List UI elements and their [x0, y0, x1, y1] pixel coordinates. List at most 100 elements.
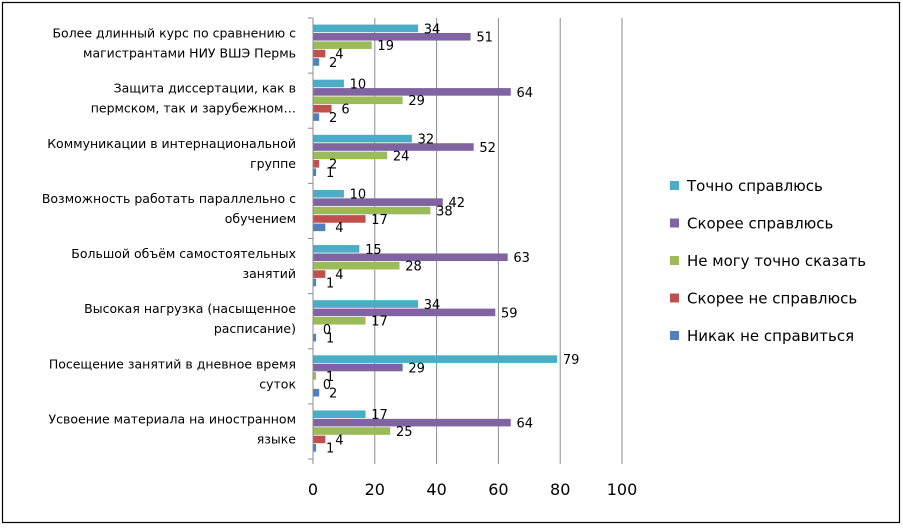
- category-label: Большой объём самостоятельных: [71, 246, 296, 261]
- x-tick-label: 60: [488, 480, 508, 499]
- legend-label: Никак не справиться: [687, 327, 854, 345]
- legend-label: Скорее справлюсь: [687, 215, 833, 233]
- bar: [313, 41, 372, 49]
- bars: [313, 24, 558, 452]
- category-label: Усвоение материала на иностранном: [49, 411, 296, 426]
- bar: [313, 189, 344, 198]
- bar: [313, 223, 326, 232]
- category-label: суток: [259, 376, 296, 391]
- category-label: Высокая нагрузка (насыщенное: [84, 301, 296, 316]
- data-label: 4: [335, 221, 343, 236]
- data-label: 29: [408, 361, 425, 376]
- category-label: Защита диссертации, как в: [114, 81, 296, 96]
- category-label: группе: [250, 156, 296, 171]
- bar: [313, 96, 403, 105]
- data-label: 34: [424, 298, 441, 313]
- bar: [313, 261, 400, 270]
- bar: [313, 253, 508, 262]
- bar: [313, 418, 511, 427]
- bar: [313, 168, 317, 177]
- legend-swatch: [670, 331, 679, 340]
- bar: [313, 143, 474, 151]
- bar: [313, 444, 317, 452]
- bar: [313, 24, 419, 33]
- x-tick-label: 80: [550, 480, 570, 499]
- data-label: 32: [418, 133, 435, 148]
- bar: [313, 198, 443, 206]
- x-tick-label: 0: [308, 480, 318, 499]
- data-label: 2: [329, 56, 337, 71]
- data-label: 24: [393, 149, 410, 164]
- bar: [313, 134, 412, 143]
- data-label: 63: [513, 251, 530, 266]
- data-label: 17: [371, 315, 388, 330]
- category-label: обучением: [225, 211, 296, 226]
- bar: [313, 388, 320, 397]
- bar: [313, 160, 320, 168]
- bar: [313, 270, 326, 278]
- data-label: 4: [335, 433, 343, 448]
- category-label: Возможность работать параллельно с: [42, 191, 296, 206]
- bar: [313, 104, 332, 113]
- category-label: пермском, так и зарубежном…: [91, 101, 296, 116]
- bar: [313, 355, 558, 363]
- bar: [313, 410, 366, 419]
- data-label: 0: [323, 323, 331, 338]
- bar: [313, 88, 511, 96]
- category-label: Более длинный курс по сравнению с: [52, 26, 296, 41]
- bar: [313, 32, 471, 41]
- data-label: 59: [501, 306, 518, 321]
- data-label: 0: [323, 378, 331, 393]
- data-label: 38: [436, 204, 453, 219]
- category-label: языке: [257, 431, 297, 446]
- bar: [313, 316, 366, 325]
- data-label: 1: [326, 331, 334, 346]
- data-label: 17: [371, 408, 388, 423]
- bar: [313, 363, 403, 372]
- legend-swatch: [670, 218, 679, 228]
- axes: [308, 17, 623, 464]
- data-label: 29: [408, 94, 425, 109]
- data-label: 51: [476, 31, 493, 46]
- category-labels: Более длинный курс по сравнению с магистр…: [42, 26, 297, 447]
- x-tick-label: 40: [426, 480, 446, 499]
- category-label: расписание): [214, 321, 296, 336]
- legend-label: Точно справлюсь: [686, 177, 823, 195]
- legend-swatch: [670, 181, 679, 190]
- bar: [313, 372, 317, 380]
- bar: [313, 113, 320, 121]
- bar: [313, 151, 388, 160]
- bar: [313, 49, 326, 58]
- data-label: 2: [329, 158, 337, 173]
- data-label: 34: [424, 22, 441, 37]
- category-label: Коммуникации в интернациональной: [47, 136, 296, 151]
- bar: [313, 427, 391, 435]
- data-label: 4: [335, 47, 343, 62]
- bar: [313, 278, 317, 287]
- data-label: 2: [329, 387, 337, 402]
- x-tick-labels: 0 20 40 60 80 100: [308, 480, 637, 499]
- legend-swatch: [670, 293, 679, 303]
- bar: [313, 300, 419, 308]
- data-label: 1: [326, 166, 334, 181]
- category-label: занятий: [242, 266, 296, 281]
- category-label: магистрантами НИУ ВШЭ Пермь: [83, 46, 296, 61]
- data-label: 10: [350, 188, 367, 203]
- data-label: 52: [479, 141, 496, 156]
- data-label: 64: [516, 417, 533, 432]
- data-label: 6: [341, 103, 349, 118]
- bar: [313, 308, 496, 317]
- data-label: 15: [365, 243, 382, 258]
- data-label: 28: [405, 260, 422, 275]
- bar: [313, 215, 366, 223]
- bar: [313, 58, 320, 66]
- data-label: 1: [326, 442, 334, 457]
- bar: [313, 435, 326, 444]
- x-tick-label: 100: [607, 480, 638, 499]
- data-label: 17: [371, 213, 388, 228]
- x-tick-label: 20: [365, 480, 385, 499]
- data-label: 2: [329, 111, 337, 126]
- bar: [313, 333, 317, 342]
